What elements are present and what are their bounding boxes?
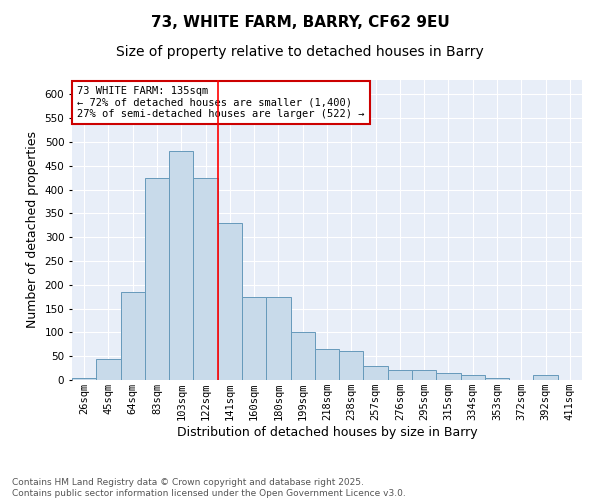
Bar bbox=[339, 352, 364, 380]
Bar bbox=[193, 178, 218, 380]
Y-axis label: Number of detached properties: Number of detached properties bbox=[26, 132, 39, 328]
Bar bbox=[461, 375, 485, 380]
Bar bbox=[412, 370, 436, 380]
Bar bbox=[290, 332, 315, 380]
Text: 73 WHITE FARM: 135sqm
← 72% of detached houses are smaller (1,400)
27% of semi-d: 73 WHITE FARM: 135sqm ← 72% of detached … bbox=[77, 86, 365, 119]
Bar bbox=[121, 292, 145, 380]
Bar bbox=[266, 296, 290, 380]
Bar bbox=[242, 296, 266, 380]
Bar bbox=[96, 358, 121, 380]
Text: Contains HM Land Registry data © Crown copyright and database right 2025.
Contai: Contains HM Land Registry data © Crown c… bbox=[12, 478, 406, 498]
Text: Size of property relative to detached houses in Barry: Size of property relative to detached ho… bbox=[116, 45, 484, 59]
Text: 73, WHITE FARM, BARRY, CF62 9EU: 73, WHITE FARM, BARRY, CF62 9EU bbox=[151, 15, 449, 30]
Bar bbox=[364, 366, 388, 380]
Bar bbox=[72, 378, 96, 380]
Bar bbox=[533, 375, 558, 380]
Bar bbox=[436, 373, 461, 380]
Bar bbox=[485, 378, 509, 380]
Bar bbox=[315, 349, 339, 380]
Bar bbox=[145, 178, 169, 380]
X-axis label: Distribution of detached houses by size in Barry: Distribution of detached houses by size … bbox=[176, 426, 478, 439]
Bar bbox=[218, 223, 242, 380]
Bar bbox=[388, 370, 412, 380]
Bar bbox=[169, 152, 193, 380]
